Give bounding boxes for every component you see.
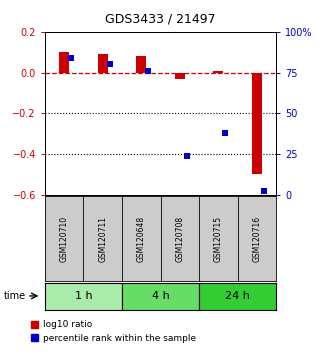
Bar	[252, 73, 262, 174]
Text: 1 h: 1 h	[75, 291, 92, 302]
Bar	[213, 70, 223, 73]
Point	[146, 68, 151, 74]
Bar	[136, 56, 146, 73]
Point	[107, 62, 112, 67]
Text: GSM120710: GSM120710	[60, 216, 69, 262]
Point	[223, 130, 228, 136]
Text: GSM120648: GSM120648	[137, 216, 146, 262]
Text: GSM120715: GSM120715	[214, 216, 223, 262]
Text: GSM120716: GSM120716	[252, 216, 261, 262]
Bar	[175, 73, 185, 79]
Point	[184, 153, 189, 159]
Text: GSM120711: GSM120711	[98, 216, 107, 262]
Point	[69, 55, 74, 61]
Text: 4 h: 4 h	[152, 291, 169, 302]
Text: time: time	[4, 291, 26, 301]
Bar	[98, 54, 108, 73]
Text: 24 h: 24 h	[225, 291, 250, 302]
Text: GSM120708: GSM120708	[175, 216, 184, 262]
Point	[261, 189, 266, 194]
Bar	[59, 52, 69, 73]
Text: GDS3433 / 21497: GDS3433 / 21497	[105, 12, 216, 25]
Legend: log10 ratio, percentile rank within the sample: log10 ratio, percentile rank within the …	[30, 320, 197, 344]
